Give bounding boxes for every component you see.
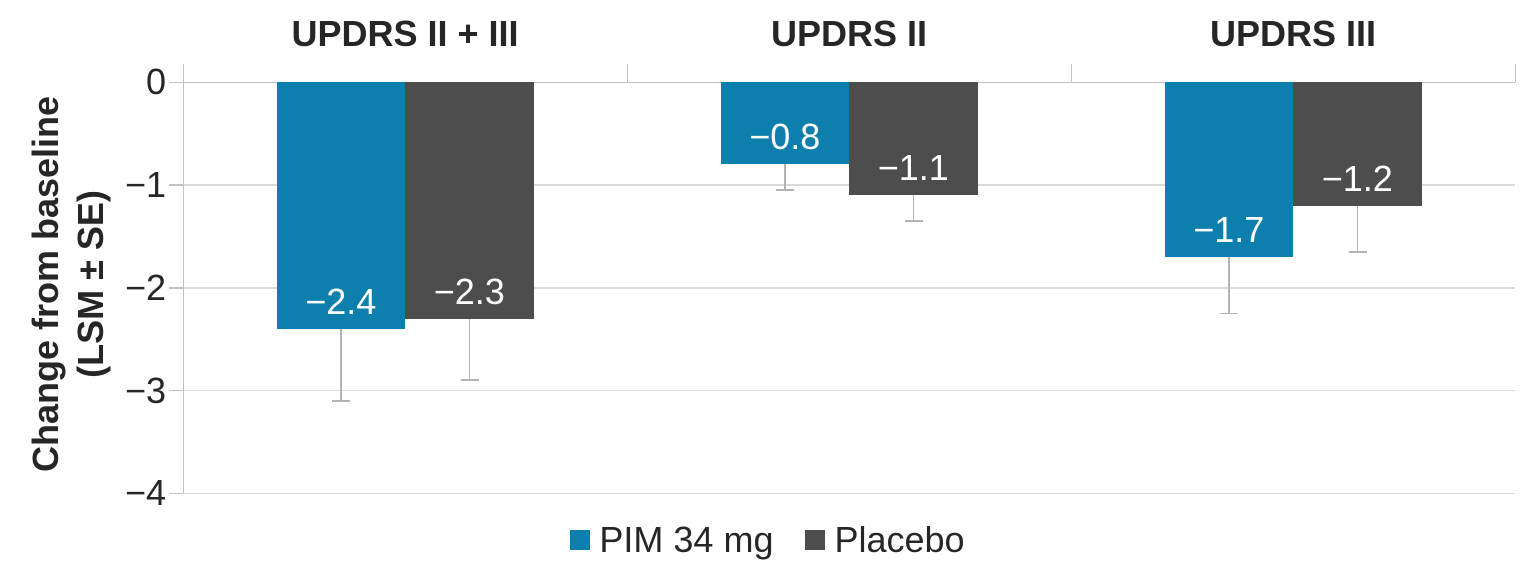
y-tick — [169, 389, 183, 391]
bar-placebo-updrs-ii-iii: −2.3 — [405, 82, 534, 319]
bar-value-label: −0.8 — [749, 116, 821, 157]
y-gridline — [183, 389, 1515, 391]
legend-label: Placebo — [834, 519, 965, 560]
error-bar — [468, 318, 470, 380]
legend-item-placebo: Placebo — [805, 517, 965, 563]
error-bar — [912, 195, 914, 221]
y-axis-title: Change from baseline (LSM ± SE) — [23, 96, 113, 472]
y-tick — [169, 184, 183, 186]
bar-value-label: −1.7 — [1193, 208, 1265, 250]
y-tick-label: −4 — [124, 472, 166, 513]
error-bar — [784, 164, 786, 190]
error-bar-cap — [460, 379, 479, 381]
category-boundary-tick — [1514, 64, 1516, 82]
category-title-updrs-iii: UPDRS III — [1209, 13, 1377, 54]
category-boundary-tick — [626, 64, 628, 82]
y-gridline — [183, 492, 1515, 494]
legend-label: PIM 34 mg — [599, 519, 774, 560]
category-title-updrs-ii: UPDRS II — [770, 13, 928, 54]
y-tick — [169, 492, 183, 494]
y-tick-label: −2 — [124, 266, 166, 308]
bar-pim-34-mg-updrs-ii-iii: −2.4 — [276, 82, 405, 329]
bar-value-label: −1.1 — [877, 147, 949, 188]
bar-pim-34-mg-updrs-iii: −1.7 — [1164, 82, 1293, 257]
category-boundary-tick — [1070, 64, 1072, 82]
bar-value-label: −2.4 — [305, 280, 377, 322]
y-tick — [169, 287, 183, 289]
error-bar — [1228, 256, 1230, 313]
bar-pim-34-mg-updrs-ii: −0.8 — [720, 82, 849, 164]
error-bar-cap — [776, 189, 794, 191]
y-tick-label: −3 — [124, 369, 166, 411]
legend-swatch-pim-34-mg — [570, 530, 591, 550]
error-bar — [340, 328, 342, 401]
y-tick-label: 0 — [145, 61, 166, 102]
bar-value-label: −1.2 — [1321, 157, 1393, 199]
y-axis-line — [182, 64, 184, 493]
y-axis-title-line: Change from baseline — [25, 95, 66, 473]
y-axis-title-line: (LSM ± SE) — [70, 190, 111, 378]
bar-placebo-updrs-iii: −1.2 — [1293, 82, 1422, 206]
legend-swatch-placebo — [805, 530, 826, 550]
bar-placebo-updrs-ii: −1.1 — [849, 82, 978, 195]
error-bar-cap — [332, 400, 350, 402]
legend-item-pim-34-mg: PIM 34 mg — [570, 517, 773, 563]
y-tick-label: −1 — [124, 164, 166, 205]
category-title-updrs-ii-iii: UPDRS II + III — [291, 13, 519, 54]
error-bar — [1356, 205, 1358, 252]
y-tick — [169, 81, 183, 83]
error-bar-cap — [904, 220, 923, 222]
error-bar-cap — [1220, 312, 1238, 314]
y-gridline — [183, 287, 1515, 289]
legend: PIM 34 mg Placebo — [0, 517, 1535, 563]
bar-value-label: −2.3 — [433, 270, 505, 312]
error-bar-cap — [1348, 251, 1367, 253]
